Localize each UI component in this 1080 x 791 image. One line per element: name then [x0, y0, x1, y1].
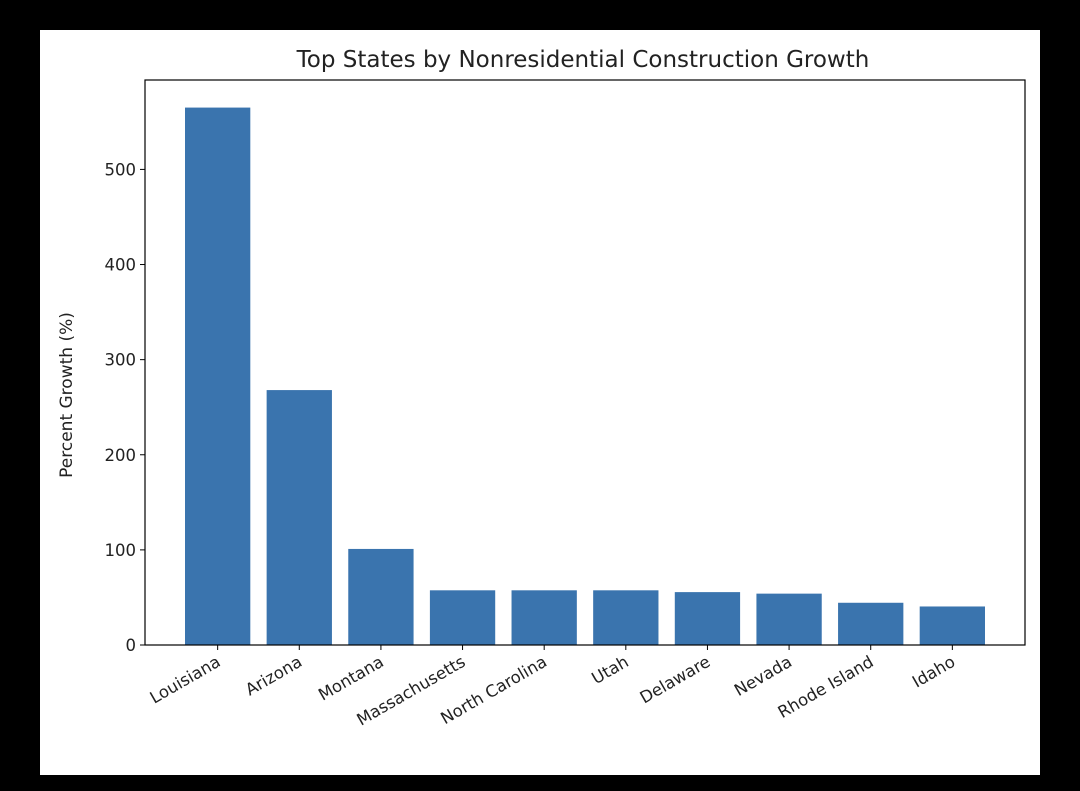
y-tick-label: 500 — [105, 160, 137, 179]
y-tick-label: 0 — [126, 636, 137, 655]
y-axis-label: Percent Growth (%) — [57, 312, 77, 478]
y-tick-label: 400 — [105, 256, 137, 275]
plot-frame — [144, 79, 1026, 646]
x-tick-label: Delaware — [637, 652, 714, 707]
bar-louisiana — [185, 107, 251, 646]
bar-utah — [593, 590, 659, 645]
x-tick-label: Idaho — [909, 652, 958, 691]
x-tick-label: Arizona — [242, 652, 305, 699]
y-tick-label: 300 — [105, 351, 137, 370]
figure: Top States by Nonresidential Constructio… — [40, 30, 1040, 775]
bar-delaware — [674, 592, 741, 645]
y-tick-label: 100 — [105, 541, 137, 560]
bar-north-carolina — [511, 590, 577, 645]
x-tick-label: Louisiana — [147, 652, 224, 707]
chart-title: Top States by Nonresidential Constructio… — [296, 47, 870, 73]
bar-rhode-island — [838, 602, 904, 645]
x-tick-label: Nevada — [731, 652, 795, 700]
bar-chart: Top States by Nonresidential Constructio… — [57, 47, 1026, 729]
x-tick-label: Montana — [315, 652, 387, 704]
bar-nevada — [756, 593, 822, 645]
x-tick-label: Utah — [588, 652, 631, 688]
y-tick-label: 200 — [105, 446, 137, 465]
bar-arizona — [266, 390, 332, 645]
bar-idaho — [919, 606, 985, 645]
bar-massachusetts — [429, 590, 496, 645]
bar-montana — [348, 548, 414, 645]
